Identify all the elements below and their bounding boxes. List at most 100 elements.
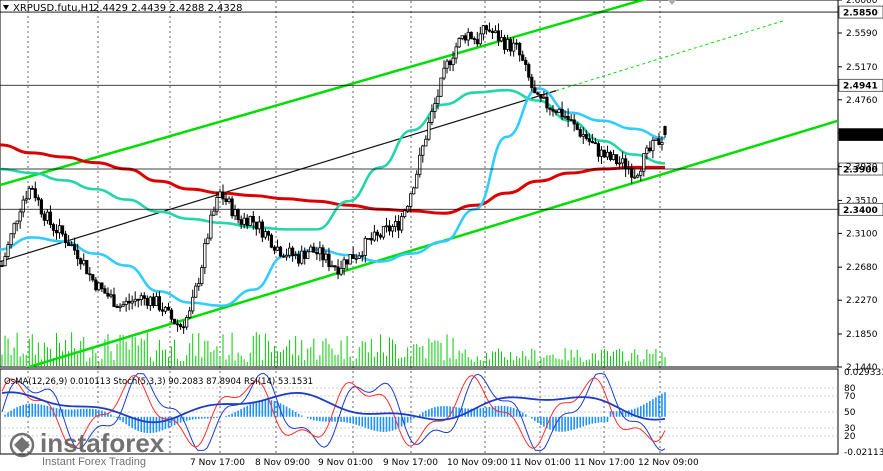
candle-body (67, 242, 71, 246)
candle-body (118, 305, 122, 308)
candle-body (360, 255, 364, 257)
candle-body (70, 244, 74, 247)
candle-body (97, 282, 101, 291)
candle-body (318, 247, 322, 255)
candle-body (94, 279, 98, 291)
candle-body (393, 221, 398, 228)
candle-body (581, 134, 585, 137)
oscillator-header: OsMA(12,26,9) 0.010113 Stoch(5,3,3) 90.2… (4, 377, 313, 387)
candle-body (648, 147, 652, 152)
candle-body (621, 158, 625, 164)
stoch-main-line (1, 373, 666, 451)
candle-body (233, 209, 237, 217)
candle-body (575, 123, 579, 130)
candle-body (533, 87, 537, 94)
candle-body (0, 265, 4, 267)
scroll-marker-icon[interactable] (668, 0, 676, 5)
candle-body (378, 234, 383, 238)
candle-body (566, 115, 570, 120)
candle-body (175, 323, 180, 326)
candle-body (266, 231, 271, 236)
candle-body (599, 149, 604, 157)
candle-body (157, 296, 162, 311)
candle-body (63, 233, 68, 244)
candle-body (230, 198, 234, 217)
candle-body (454, 46, 458, 59)
candle-body (400, 216, 404, 231)
candle-body (227, 198, 231, 203)
candle-body (269, 234, 274, 248)
candle-body (151, 296, 155, 307)
candle-body (457, 38, 461, 48)
candle-body (660, 142, 664, 145)
candle-body (263, 231, 267, 238)
dropdown-triangle-icon[interactable] (3, 5, 9, 10)
candle-body (348, 254, 352, 265)
candle-body (427, 121, 431, 140)
candle-body (39, 199, 43, 215)
candle-body (206, 237, 210, 244)
candle-body (469, 31, 473, 39)
price-level-tag (838, 128, 883, 141)
candle-body (294, 254, 298, 256)
candle-body (515, 42, 519, 45)
candle-body (527, 64, 531, 78)
oscillator-pane[interactable] (0, 368, 839, 455)
candle-body (260, 221, 264, 238)
price-level-text: 2.3900 (843, 166, 878, 176)
candle-body (481, 25, 485, 35)
candle-body (563, 115, 567, 118)
time-label: 11 Nov 17:00 (574, 458, 635, 468)
price-label: 2.5170 (846, 63, 878, 73)
candle-body (275, 246, 280, 251)
main-pane[interactable] (0, 0, 839, 368)
candle-body (430, 111, 434, 123)
candle-body (27, 187, 31, 200)
candle-body (333, 265, 337, 268)
candle-body (130, 300, 134, 304)
candle-body (148, 296, 152, 306)
candle-body (633, 176, 637, 179)
candle-body (185, 317, 189, 328)
candle-body (100, 282, 104, 290)
candle-body (45, 211, 50, 221)
candle-body (499, 37, 504, 42)
candle-body (484, 25, 488, 31)
price-levels[interactable]: 2.5850 2.4941 2.4328 2.3900 2.3400 (0, 5, 883, 216)
candle-body (239, 219, 243, 225)
candle-body (584, 134, 588, 139)
time-label: 12 Nov 09:00 (638, 458, 699, 468)
candle-body (9, 233, 13, 245)
candle-body (460, 35, 464, 39)
candle-body (21, 199, 25, 213)
candle-body (179, 324, 183, 328)
candle-body (490, 30, 495, 33)
candle-body (91, 274, 95, 281)
candle-body (387, 225, 392, 232)
candle-body (593, 142, 597, 145)
ohlc-values: 2.4429 2.4439 2.4288 2.4328 (93, 3, 243, 14)
candle-body (472, 38, 476, 40)
candle-body (448, 60, 452, 66)
candle-body (663, 126, 667, 135)
grid-lines (27, 1, 661, 453)
candle-body (300, 250, 304, 264)
trend-channel[interactable] (0, 0, 838, 376)
price-label: 2.1850 (846, 330, 878, 340)
candle-body (133, 298, 137, 302)
osc-axis-label: -0.02113 (844, 448, 883, 458)
candle-body (602, 149, 607, 158)
volume-bars (1, 332, 666, 366)
candle-body (406, 206, 410, 212)
price-level-tag (838, 5, 883, 19)
candle-body (194, 285, 198, 298)
candle-body (42, 213, 46, 221)
price-level-tag (838, 162, 883, 176)
candle-body (324, 253, 328, 261)
osc-axis-label: 20 (844, 432, 856, 442)
candle-body (403, 210, 407, 217)
candle-body (369, 238, 373, 241)
price-label: 2.4350 (846, 129, 878, 139)
